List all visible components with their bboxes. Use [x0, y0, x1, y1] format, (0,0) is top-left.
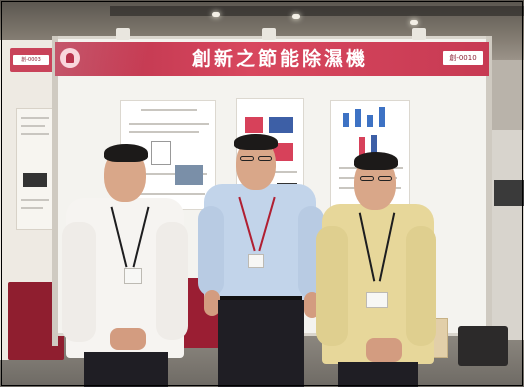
booth-post-left	[52, 36, 58, 346]
name-badge	[124, 268, 142, 284]
dark-pants	[338, 362, 418, 387]
booth-number: 創-0010	[443, 51, 483, 65]
ceiling-light	[212, 12, 220, 17]
arm-left	[62, 222, 96, 342]
booth-logo-icon	[60, 48, 80, 68]
clasped-hands	[110, 328, 146, 350]
glasses	[240, 156, 254, 161]
left-booth-number: 創-0003	[21, 57, 41, 63]
hand-left	[204, 290, 220, 316]
spotlight	[116, 28, 130, 40]
display-stand	[458, 326, 508, 366]
spotlight	[412, 28, 426, 40]
right-display-shelf	[494, 180, 524, 206]
hair	[234, 134, 278, 150]
hair	[104, 144, 148, 162]
arm-left	[198, 206, 224, 296]
name-badge	[248, 254, 264, 268]
glasses	[378, 176, 392, 181]
ceiling-light	[292, 14, 300, 19]
glasses	[258, 156, 272, 161]
spotlight	[262, 28, 276, 40]
ceiling-light	[410, 20, 418, 25]
dark-pants	[218, 300, 304, 387]
belt	[220, 296, 302, 301]
booth-title: 創新之節能除濕機	[191, 48, 368, 70]
left-booth-number-tag: 創-0003	[13, 55, 49, 65]
glasses	[360, 176, 374, 181]
booth-header-banner	[55, 42, 489, 76]
ceiling-beam	[110, 6, 524, 16]
right-booth	[492, 130, 524, 340]
clasped-hands	[366, 338, 402, 362]
arm-right	[406, 226, 436, 346]
arm-right	[156, 222, 188, 340]
hair	[354, 152, 398, 170]
name-badge	[366, 292, 388, 308]
left-booth-poster	[16, 108, 56, 230]
booth-post-right	[486, 36, 492, 346]
dark-pants	[84, 352, 168, 387]
arm-left	[316, 226, 348, 346]
